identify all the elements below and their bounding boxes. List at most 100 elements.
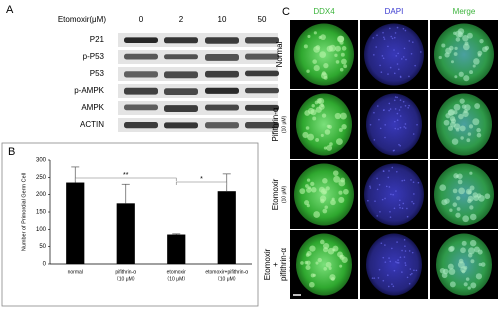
germ-cell bbox=[450, 118, 457, 124]
x-tick-label: normal bbox=[68, 269, 83, 275]
nucleus bbox=[391, 166, 394, 169]
panel-label: C bbox=[282, 6, 290, 18]
column-header: DAPI bbox=[385, 7, 404, 16]
blot-band bbox=[245, 104, 279, 111]
germ-cell bbox=[311, 187, 317, 193]
nucleus bbox=[408, 75, 410, 78]
column-header: Merge bbox=[453, 7, 476, 16]
nucleus bbox=[382, 31, 384, 34]
nucleus bbox=[399, 75, 402, 78]
germ-cell bbox=[315, 137, 320, 142]
tissue bbox=[366, 93, 422, 156]
germ-cell bbox=[465, 277, 470, 281]
dose-label: 50 bbox=[258, 15, 267, 24]
nucleus bbox=[410, 179, 412, 181]
nucleus bbox=[387, 176, 390, 179]
germ-cell bbox=[454, 46, 458, 51]
germ-cell bbox=[337, 35, 345, 43]
germ-cell bbox=[457, 179, 463, 185]
germ-cell bbox=[307, 34, 311, 38]
germ-cell bbox=[477, 249, 483, 255]
germ-cell bbox=[455, 212, 461, 218]
nucleus bbox=[369, 185, 371, 188]
germ-cell bbox=[312, 116, 317, 121]
nucleus bbox=[381, 55, 384, 57]
row-note: (10 μM) bbox=[281, 116, 287, 134]
nucleus bbox=[393, 49, 395, 51]
germ-cell bbox=[330, 277, 335, 281]
nucleus bbox=[389, 216, 392, 218]
nucleus bbox=[382, 170, 385, 172]
nucleus bbox=[400, 106, 402, 108]
germ-cell bbox=[456, 207, 461, 211]
nucleus bbox=[397, 259, 399, 261]
nucleus bbox=[404, 127, 407, 129]
nucleus bbox=[399, 144, 402, 147]
germ-cell bbox=[441, 43, 446, 48]
blot-band bbox=[124, 122, 158, 129]
nucleus bbox=[369, 123, 372, 126]
panel-b-frame bbox=[1, 142, 259, 307]
y-tick-label: 300 bbox=[36, 158, 47, 164]
germ-cell bbox=[305, 264, 311, 271]
tissue bbox=[434, 23, 494, 86]
nucleus bbox=[396, 241, 398, 243]
nucleus bbox=[420, 51, 422, 53]
nucleus bbox=[394, 32, 397, 34]
tissue bbox=[366, 233, 422, 296]
nucleus bbox=[399, 126, 402, 129]
row-label: Pifithrin-α bbox=[271, 107, 280, 141]
dose-label: 2 bbox=[179, 15, 184, 24]
germ-cell bbox=[474, 103, 481, 109]
blot-band bbox=[205, 87, 239, 94]
germ-cell bbox=[306, 69, 310, 73]
germ-cell bbox=[339, 254, 345, 260]
germ-cell bbox=[322, 178, 328, 184]
blot-band bbox=[124, 71, 158, 78]
germ-cell bbox=[334, 112, 342, 120]
nucleus bbox=[403, 256, 406, 258]
germ-cell bbox=[313, 46, 320, 53]
nucleus bbox=[403, 239, 406, 241]
nucleus bbox=[398, 204, 401, 206]
nucleus bbox=[389, 260, 392, 263]
nucleus bbox=[399, 207, 401, 209]
germ-cell bbox=[300, 261, 304, 265]
germ-cell bbox=[469, 213, 477, 221]
y-tick-label: 0 bbox=[43, 262, 47, 268]
germ-cell bbox=[338, 190, 343, 195]
germ-cell bbox=[460, 136, 464, 140]
nucleus bbox=[369, 187, 372, 189]
nucleus bbox=[399, 199, 401, 202]
nucleus bbox=[388, 186, 391, 188]
significance-label: * bbox=[200, 176, 203, 183]
germ-cell bbox=[302, 131, 309, 139]
blot-band bbox=[164, 88, 198, 95]
nucleus bbox=[383, 36, 385, 39]
germ-cell bbox=[476, 127, 481, 133]
germ-cell bbox=[467, 190, 472, 195]
germ-cell bbox=[484, 193, 491, 200]
germ-cell bbox=[322, 190, 327, 194]
germ-cell bbox=[467, 195, 474, 202]
tissue bbox=[364, 23, 424, 86]
germ-cell bbox=[312, 59, 317, 64]
germ-cell bbox=[463, 282, 468, 287]
nucleus bbox=[402, 56, 405, 58]
germ-cell bbox=[455, 30, 463, 38]
germ-cell bbox=[458, 187, 466, 195]
y-tick-label: 200 bbox=[36, 192, 47, 198]
x-tick-note: （10 μM） bbox=[164, 276, 188, 282]
germ-cell bbox=[309, 245, 316, 252]
nucleus bbox=[380, 71, 383, 73]
germ-cell bbox=[333, 175, 341, 183]
germ-cell bbox=[335, 60, 340, 64]
blot-band bbox=[124, 37, 158, 43]
nucleus bbox=[397, 52, 399, 55]
blot-band bbox=[205, 37, 239, 44]
nucleus bbox=[411, 200, 413, 203]
nucleus bbox=[375, 46, 377, 48]
blot-band bbox=[245, 87, 279, 94]
germ-cell bbox=[452, 188, 458, 194]
blot-band bbox=[124, 104, 158, 111]
